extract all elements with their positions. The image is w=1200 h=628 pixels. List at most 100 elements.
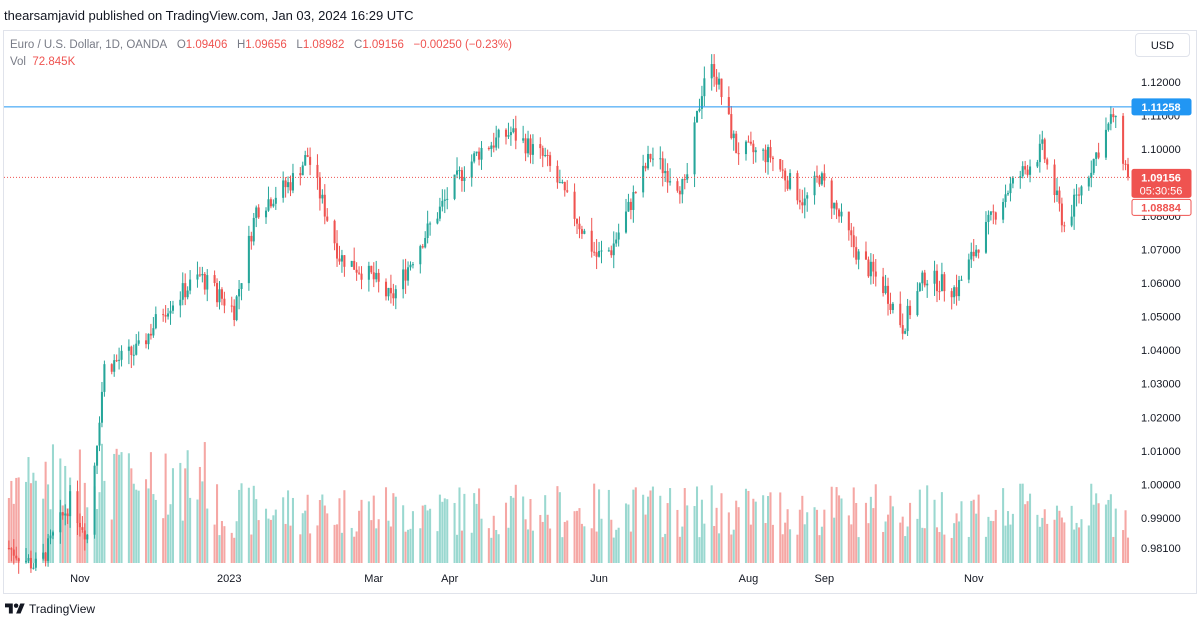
candle-body <box>698 108 701 112</box>
candle-body <box>781 169 784 171</box>
volume-bar <box>507 527 510 563</box>
candle-body <box>544 154 547 156</box>
candle-body <box>556 165 559 183</box>
volume-bar <box>1070 505 1073 563</box>
legend: Euro / U.S. Dollar, 1D, OANDA O1.09406 H… <box>10 37 512 71</box>
publish-line: thearsamjavid published on TradingView.c… <box>4 8 414 23</box>
volume-bar <box>575 510 579 563</box>
volume-bar <box>522 496 525 563</box>
candle-body <box>610 250 613 256</box>
candle-body <box>916 291 919 316</box>
candle-body <box>852 235 855 248</box>
x-axis: Nov 2023 Mar Apr Jun Aug Sep Nov <box>70 573 984 585</box>
volume-bar <box>977 494 980 563</box>
volume-bar <box>81 531 84 563</box>
candle-body <box>771 157 774 160</box>
x-tick-label: Sep <box>815 573 835 585</box>
volume-bar <box>216 484 219 563</box>
candle-body <box>710 64 713 79</box>
volume-bar <box>984 536 987 563</box>
volume-bar <box>715 507 718 563</box>
candle-body <box>960 279 963 281</box>
volume-bar <box>438 494 441 563</box>
volume-bar <box>681 526 684 563</box>
y-tick-label: 1.06000 <box>1141 278 1181 290</box>
candle-body <box>769 147 772 158</box>
volume-bar <box>720 493 723 563</box>
candle-body <box>987 214 990 222</box>
candle-body <box>206 275 209 290</box>
candle-body <box>566 190 569 192</box>
volume-bar <box>647 496 650 563</box>
volume-bar <box>921 527 924 563</box>
candle-body <box>1055 190 1059 196</box>
legend-symbol[interactable]: Euro / U.S. Dollar, 1D, OANDA <box>10 39 168 51</box>
candle-body <box>233 305 236 321</box>
volume-bar <box>958 521 961 563</box>
candle-body <box>561 181 564 183</box>
candle-body <box>509 132 512 136</box>
volume-bar <box>627 504 630 563</box>
candle-body <box>659 158 662 160</box>
volume-bar <box>666 503 669 563</box>
candle-body <box>213 275 216 284</box>
volume-bar <box>781 534 784 563</box>
candle-body <box>926 283 929 286</box>
candle-body <box>1104 129 1107 158</box>
legend-low-label: L <box>296 39 303 51</box>
volume-bar <box>83 482 86 563</box>
volume-bar <box>179 462 182 563</box>
volume-bar <box>492 515 495 563</box>
candle-body <box>595 252 598 257</box>
volume-bar <box>487 528 490 563</box>
volume-bar <box>840 498 843 563</box>
candle-body <box>529 138 532 155</box>
volume-bar <box>235 521 238 563</box>
volume-bar <box>664 533 667 563</box>
legend-open-label: O <box>176 39 186 51</box>
volume-bar <box>392 493 395 563</box>
candle-body <box>184 283 187 298</box>
candle-body <box>419 246 422 265</box>
candle-body <box>615 239 618 244</box>
volume-bar <box>789 529 792 563</box>
candle-body <box>730 114 733 139</box>
volume-bar <box>556 486 559 563</box>
currency-button[interactable]: USD <box>1135 33 1190 57</box>
volume-bar <box>478 488 481 563</box>
volume-bar <box>323 505 326 563</box>
candle-body <box>580 229 583 234</box>
candle-body <box>1080 186 1083 196</box>
candle-body <box>612 243 615 256</box>
volume-bar <box>803 524 806 563</box>
candle-body <box>230 305 233 307</box>
candle-body <box>299 173 302 176</box>
volume-bar <box>864 502 868 563</box>
candle-body <box>813 175 816 196</box>
candle-body <box>531 144 534 155</box>
candle-body <box>120 350 123 360</box>
legend-volume-label[interactable]: Vol <box>10 56 26 68</box>
volume-bar <box>287 490 290 563</box>
candle-body <box>950 291 953 298</box>
candle-body <box>460 170 463 182</box>
candle-body <box>779 159 782 170</box>
volume-bar <box>184 468 187 563</box>
candle-body <box>718 78 721 85</box>
volume-bar <box>857 537 860 563</box>
volume-bar <box>561 537 564 563</box>
volume-bar <box>446 499 449 563</box>
volume-bar <box>404 531 407 563</box>
volume-bar <box>955 513 958 563</box>
candle-body <box>186 290 189 298</box>
candle-body <box>909 305 912 316</box>
candle-body <box>372 272 375 280</box>
candle-body <box>1126 164 1130 178</box>
volume-bar <box>994 509 997 563</box>
volume-bar <box>389 526 392 563</box>
volume-bar <box>10 480 13 563</box>
volume-bar <box>820 526 823 563</box>
candle-body <box>874 271 877 277</box>
candle-body <box>1053 164 1056 196</box>
